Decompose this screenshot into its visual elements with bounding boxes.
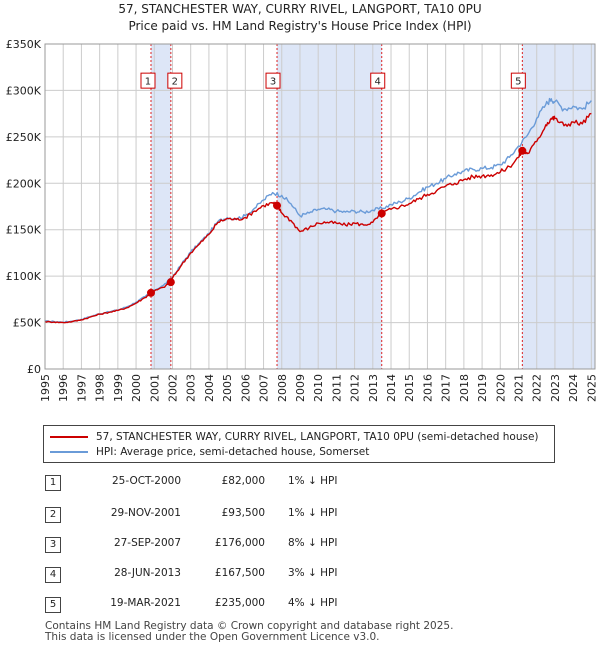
legend-label-hpi: HPI: Average price, semi-detached house,…: [96, 446, 370, 458]
transaction-marker-box: [140, 72, 156, 89]
transaction-hpi-diff: 4% ↓ HPI: [288, 597, 338, 609]
x-tick-label: 2006: [239, 374, 252, 402]
transaction-number: 2: [45, 507, 61, 523]
transaction-point: [146, 288, 155, 297]
x-tick-label: 1996: [57, 374, 70, 402]
legend-swatch-price: [50, 436, 88, 438]
transaction-point: [518, 146, 527, 155]
x-tick-label: 2021: [513, 374, 526, 402]
transaction-number: 4: [45, 567, 61, 583]
transaction-date: 27-SEP-2007: [113, 537, 181, 549]
x-tick-label: 2019: [476, 374, 489, 402]
x-tick-label: 2018: [458, 374, 471, 402]
transaction-marker-label: 2: [172, 77, 178, 88]
x-tick-label: 2009: [294, 374, 307, 402]
transaction-marker-box: [370, 72, 386, 89]
transaction-number: 5: [45, 597, 61, 613]
transaction-point: [166, 278, 175, 287]
price-chart: 1 2 3 4 5 £0 £50K £100K £150K £200K £250K £300K £35…: [6, 38, 599, 402]
transaction-date: 25-OCT-2000: [112, 475, 181, 487]
x-tick-label: 2010: [312, 374, 325, 402]
x-tick-label: 1997: [75, 374, 88, 402]
transaction-date: 19-MAR-2021: [110, 597, 181, 609]
shaded-period: [522, 44, 595, 369]
y-tick-label: £50K: [13, 317, 42, 330]
transaction-row: 1 25-OCT-2000 £82,000 1% ↓ HPI: [45, 474, 465, 492]
x-tick-label: 2015: [403, 374, 416, 402]
x-tick-label: 2003: [185, 374, 198, 402]
transaction-date: 28-JUN-2013: [114, 567, 181, 579]
y-tick-label: £250K: [6, 131, 42, 144]
x-tick-label: 2020: [494, 374, 507, 402]
y-tick-label: £0: [27, 363, 41, 376]
transaction-price: £235,000: [214, 597, 265, 609]
chart-legend: 57, STANCHESTER WAY, CURRY RIVEL, LANGPO…: [43, 425, 555, 463]
chart-subtitle: Price paid vs. HM Land Registry's House …: [128, 19, 472, 33]
transaction-hpi-diff: 3% ↓ HPI: [288, 567, 338, 579]
y-tick-label: £300K: [6, 84, 42, 97]
x-tick-label: 2008: [276, 374, 289, 402]
footer-copyright: Contains HM Land Registry data © Crown c…: [45, 620, 454, 632]
footer-licence: This data is licensed under the Open Gov…: [45, 631, 380, 643]
transaction-point: [273, 201, 282, 210]
transaction-price: £82,000: [221, 475, 265, 487]
legend-label-price: 57, STANCHESTER WAY, CURRY RIVEL, LANGPO…: [96, 431, 539, 443]
x-tick-label: 2022: [531, 374, 544, 402]
transaction-price: £176,000: [214, 537, 265, 549]
transaction-row: 5 19-MAR-2021 £235,000 4% ↓ HPI: [45, 596, 465, 614]
transaction-marker-label: 3: [270, 77, 276, 88]
y-tick-label: £150K: [6, 224, 42, 237]
x-tick-label: 2011: [330, 374, 343, 402]
transaction-number: 1: [45, 475, 61, 491]
x-tick-label: 2004: [203, 374, 216, 402]
transaction-marker-box: [265, 72, 281, 89]
price-series-line: [44, 112, 592, 324]
shaded-period: [277, 44, 382, 369]
transaction-marker-box: [167, 72, 183, 89]
y-tick-label: £100K: [6, 270, 42, 283]
x-tick-label: 2024: [567, 374, 580, 402]
x-tick-label: 2016: [421, 374, 434, 402]
x-tick-label: 2005: [221, 374, 234, 402]
transaction-price: £93,500: [221, 507, 265, 519]
transaction-row: 2 29-NOV-2001 £93,500 1% ↓ HPI: [45, 506, 465, 524]
y-tick-label: £200K: [6, 177, 42, 190]
transaction-marker-box: [510, 72, 526, 89]
x-tick-label: 1999: [112, 374, 125, 402]
transaction-date: 29-NOV-2001: [110, 507, 181, 519]
transaction-price: £167,500: [214, 567, 265, 579]
legend-item-price: 57, STANCHESTER WAY, CURRY RIVEL, LANGPO…: [50, 430, 539, 444]
x-tick-label: 2007: [258, 374, 271, 402]
transaction-number: 3: [45, 537, 61, 553]
transaction-marker-label: 4: [375, 77, 381, 88]
x-tick-label: 2001: [148, 374, 161, 402]
legend-item-hpi: HPI: Average price, semi-detached house,…: [50, 445, 369, 459]
plot-frame: [44, 43, 596, 370]
x-tick-label: 2017: [440, 374, 453, 402]
transaction-hpi-diff: 1% ↓ HPI: [288, 507, 338, 519]
legend-swatch-hpi: [50, 451, 88, 453]
x-tick-label: 2000: [130, 374, 143, 402]
x-tick-label: 2002: [166, 374, 179, 402]
x-tick-label: 2025: [585, 374, 598, 402]
transaction-marker-label: 5: [515, 77, 521, 88]
x-tick-label: 1998: [94, 374, 107, 402]
chart-title: 57, STANCHESTER WAY, CURRY RIVEL, LANGPO…: [118, 2, 482, 16]
transaction-hpi-diff: 8% ↓ HPI: [288, 537, 338, 549]
transaction-row: 3 27-SEP-2007 £176,000 8% ↓ HPI: [45, 536, 465, 554]
transaction-marker-label: 1: [145, 77, 151, 88]
transaction-row: 4 28-JUN-2013 £167,500 3% ↓ HPI: [45, 566, 465, 584]
transaction-point: [377, 209, 386, 218]
x-tick-label: 2012: [349, 374, 362, 402]
x-tick-label: 2014: [385, 374, 398, 402]
x-tick-label: 2013: [367, 374, 380, 402]
y-tick-label: £350K: [6, 38, 42, 51]
x-tick-label: 2023: [549, 374, 562, 402]
shaded-period: [150, 44, 171, 369]
x-tick-label: 1995: [39, 374, 52, 402]
transaction-hpi-diff: 1% ↓ HPI: [288, 475, 338, 487]
